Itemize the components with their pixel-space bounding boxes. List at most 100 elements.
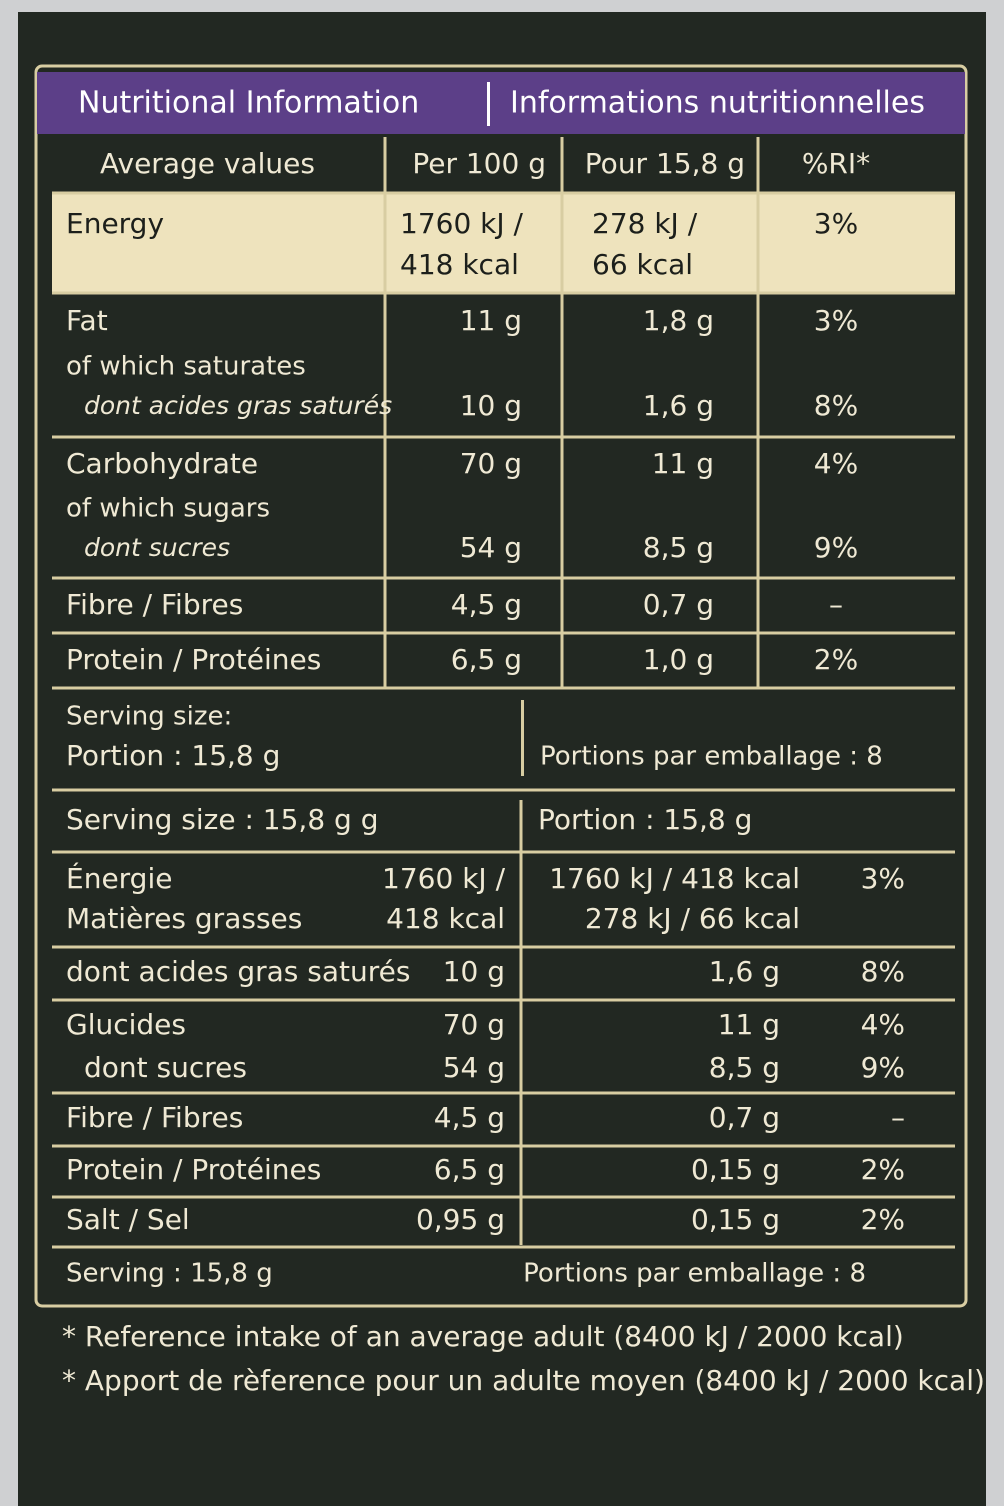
rule xyxy=(52,435,955,439)
row-label: dont acides gras saturés xyxy=(66,955,410,988)
cell: 4,5 g xyxy=(434,1101,505,1134)
cell: 8,5 g xyxy=(709,1051,780,1084)
table1: Average values Per 100 g Pour 15,8 g %RI* En… xyxy=(52,137,955,690)
cell: 54 g xyxy=(460,531,522,564)
cell: 0,95 g xyxy=(416,1203,505,1236)
footnote: * Reference intake of an average adult (… xyxy=(62,1320,904,1353)
rule xyxy=(52,291,955,295)
row-label: Glucides xyxy=(66,1008,186,1041)
row-label: Carbohydrate xyxy=(66,447,258,480)
footer: Portions par emballage : 8 xyxy=(523,1259,866,1289)
cell: 2% xyxy=(861,1153,905,1186)
cell: 11 g xyxy=(652,447,714,480)
rule xyxy=(52,1195,955,1199)
rule xyxy=(52,945,955,949)
row-label: dont sucres xyxy=(84,533,230,562)
cell: 8,5 g xyxy=(643,531,714,564)
cell: 8% xyxy=(814,389,858,422)
rule xyxy=(52,1091,955,1095)
row-label: Protein / Protéines xyxy=(66,643,321,676)
rule xyxy=(52,576,955,580)
cell: 1,6 g xyxy=(709,955,780,988)
cell: – xyxy=(891,1101,905,1134)
table2: Serving size : 15,8 g g Portion : 15,8 g É… xyxy=(52,788,955,1289)
cell: 4% xyxy=(861,1008,905,1041)
cell: 2% xyxy=(861,1203,905,1236)
rule xyxy=(52,1245,955,1249)
cell: 1,0 g xyxy=(643,643,714,676)
rule xyxy=(383,137,387,688)
rule xyxy=(52,850,955,854)
rule xyxy=(52,686,955,690)
cell: 4% xyxy=(814,447,858,480)
rule xyxy=(756,137,760,688)
cell: 11 g xyxy=(718,1008,780,1041)
cell: 0,15 g xyxy=(691,1203,780,1236)
title-fr: Informations nutritionnelles xyxy=(510,86,925,121)
cell: 278 kJ / xyxy=(592,207,698,240)
column-header: Pour 15,8 g xyxy=(585,147,745,180)
row-label: Protein / Protéines xyxy=(66,1153,321,1186)
rule xyxy=(519,800,523,1245)
cell: 4,5 g xyxy=(451,588,522,621)
row-label: Matières grasses xyxy=(66,902,302,935)
row-label: dont acides gras saturés xyxy=(84,391,392,420)
cell: 10 g xyxy=(443,955,505,988)
cell: 70 g xyxy=(443,1008,505,1041)
row-label: of which saturates xyxy=(66,352,306,382)
header-band xyxy=(37,72,965,134)
cell: 9% xyxy=(814,531,858,564)
cell: 418 kcal xyxy=(386,902,505,935)
rule xyxy=(560,137,564,688)
rule xyxy=(52,631,955,635)
cell: 6,5 g xyxy=(434,1153,505,1186)
row-label: Énergie xyxy=(66,861,172,895)
cell: 1760 kJ / 418 kcal xyxy=(549,862,800,895)
footnote: * Apport de rèference pour un adulte moy… xyxy=(62,1364,985,1397)
cell: 1,6 g xyxy=(643,389,714,422)
cell: 3% xyxy=(814,304,858,337)
cell: 1760 kJ / xyxy=(400,207,524,240)
cell: 1,8 g xyxy=(643,304,714,337)
cell: 0,7 g xyxy=(709,1101,780,1134)
portions-per-pack: Portions par emballage : 8 xyxy=(540,742,883,772)
cell: 70 g xyxy=(460,447,522,480)
rule xyxy=(52,788,955,792)
header-divider xyxy=(487,82,490,126)
cell: 66 kcal xyxy=(592,248,693,281)
row-label: 418 kcal xyxy=(400,248,519,281)
rule xyxy=(52,998,955,1002)
heading: Portion : 15,8 g xyxy=(538,803,752,836)
serving-size: Serving size: xyxy=(66,702,232,732)
heading: Serving size : 15,8 g g xyxy=(66,803,379,836)
column-header: Average values xyxy=(100,147,315,180)
cell: 3% xyxy=(861,862,905,895)
row-label: Fat xyxy=(66,304,108,337)
row-label: Fibre / Fibres xyxy=(66,1101,243,1134)
column-header: %RI* xyxy=(802,147,870,180)
cell: 0,7 g xyxy=(643,588,714,621)
cell: – xyxy=(829,588,843,621)
title-en: Nutritional Information xyxy=(78,86,419,121)
cell: 1760 kJ / xyxy=(382,862,506,895)
row-label: dont sucres xyxy=(84,1051,247,1084)
column-header: Per 100 g xyxy=(412,147,546,180)
portion: Portion : 15,8 g xyxy=(66,739,280,772)
row-label: Energy xyxy=(66,207,164,240)
footer: Serving : 15,8 g xyxy=(66,1259,273,1289)
row-label: of which sugars xyxy=(66,494,270,524)
cell: 0,15 g xyxy=(691,1153,780,1186)
cell: 54 g xyxy=(443,1051,505,1084)
rule xyxy=(52,191,955,195)
cell: 10 g xyxy=(460,389,522,422)
frame xyxy=(34,64,968,1308)
cell: 278 kJ / 66 kcal xyxy=(585,902,800,935)
row-label: Salt / Sel xyxy=(66,1203,190,1236)
energy-highlight xyxy=(52,194,955,293)
cell: 3% xyxy=(814,207,858,240)
cell: 11 g xyxy=(460,304,522,337)
cell: 8% xyxy=(861,955,905,988)
serving-divider xyxy=(521,700,524,776)
cell: 9% xyxy=(861,1051,905,1084)
